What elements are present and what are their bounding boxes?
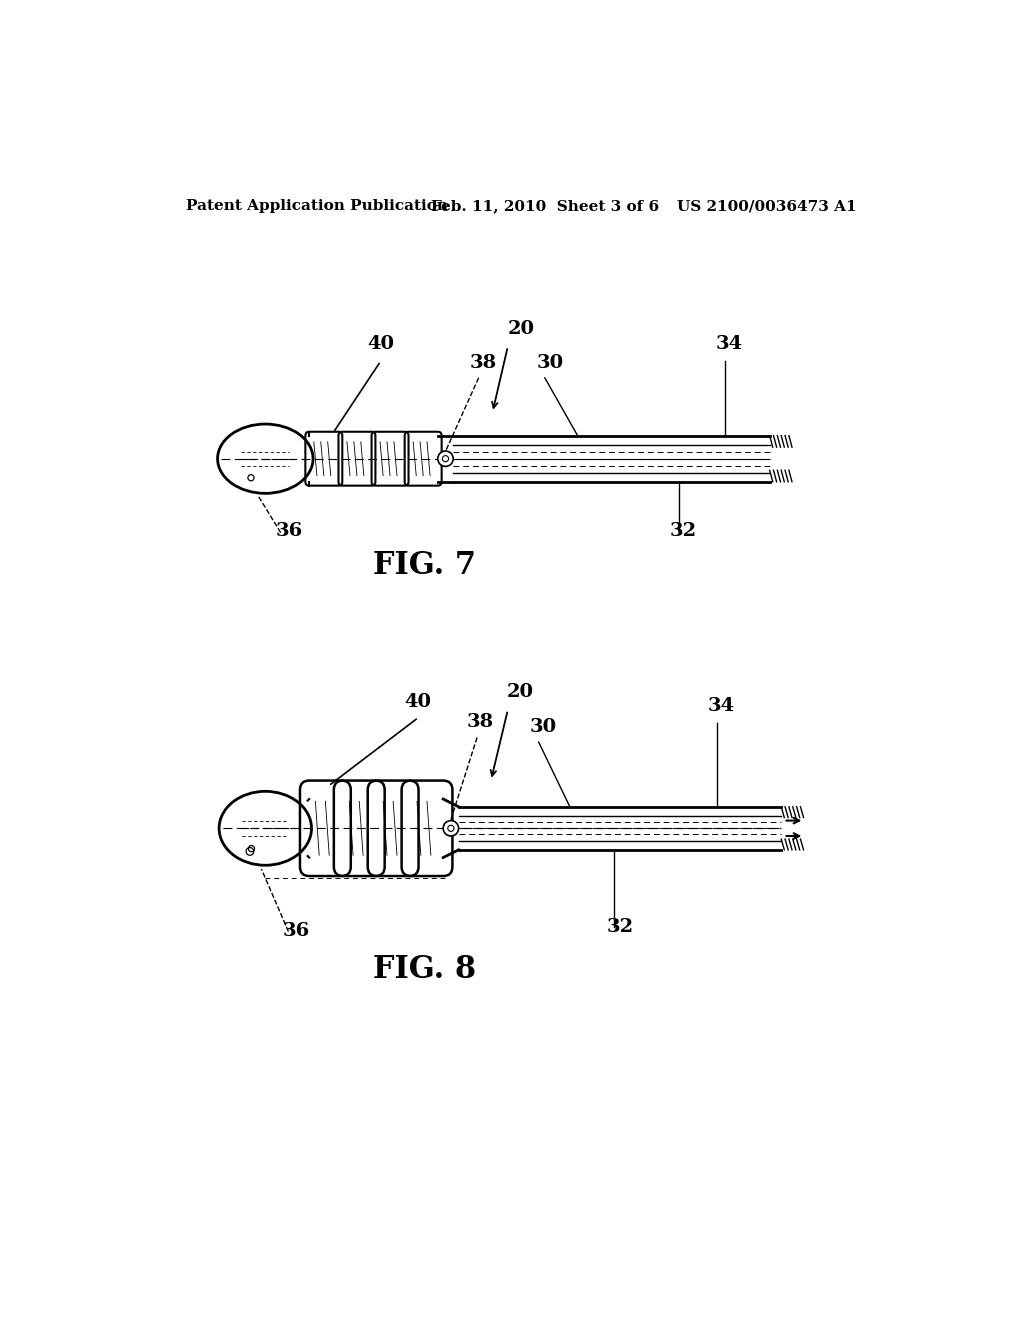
Text: 20: 20	[506, 684, 534, 701]
Text: 38: 38	[469, 354, 497, 372]
Text: Patent Application Publication: Patent Application Publication	[186, 199, 449, 213]
Circle shape	[438, 451, 454, 466]
Text: 32: 32	[606, 919, 634, 936]
Text: 38: 38	[466, 713, 494, 731]
Text: 30: 30	[529, 718, 557, 737]
Text: 40: 40	[404, 693, 432, 710]
Text: 20: 20	[508, 319, 535, 338]
Text: FIG. 7: FIG. 7	[373, 550, 476, 581]
Text: US 2100/0036473 A1: US 2100/0036473 A1	[677, 199, 857, 213]
Text: FIG. 8: FIG. 8	[373, 954, 476, 986]
Text: 36: 36	[283, 923, 310, 940]
Text: Feb. 11, 2010  Sheet 3 of 6: Feb. 11, 2010 Sheet 3 of 6	[431, 199, 659, 213]
Circle shape	[443, 821, 459, 836]
Text: 34: 34	[716, 335, 742, 354]
Text: 34: 34	[708, 697, 735, 715]
Text: 30: 30	[538, 354, 564, 372]
Text: 40: 40	[368, 335, 394, 354]
Text: 32: 32	[670, 521, 696, 540]
Text: 36: 36	[275, 521, 302, 540]
